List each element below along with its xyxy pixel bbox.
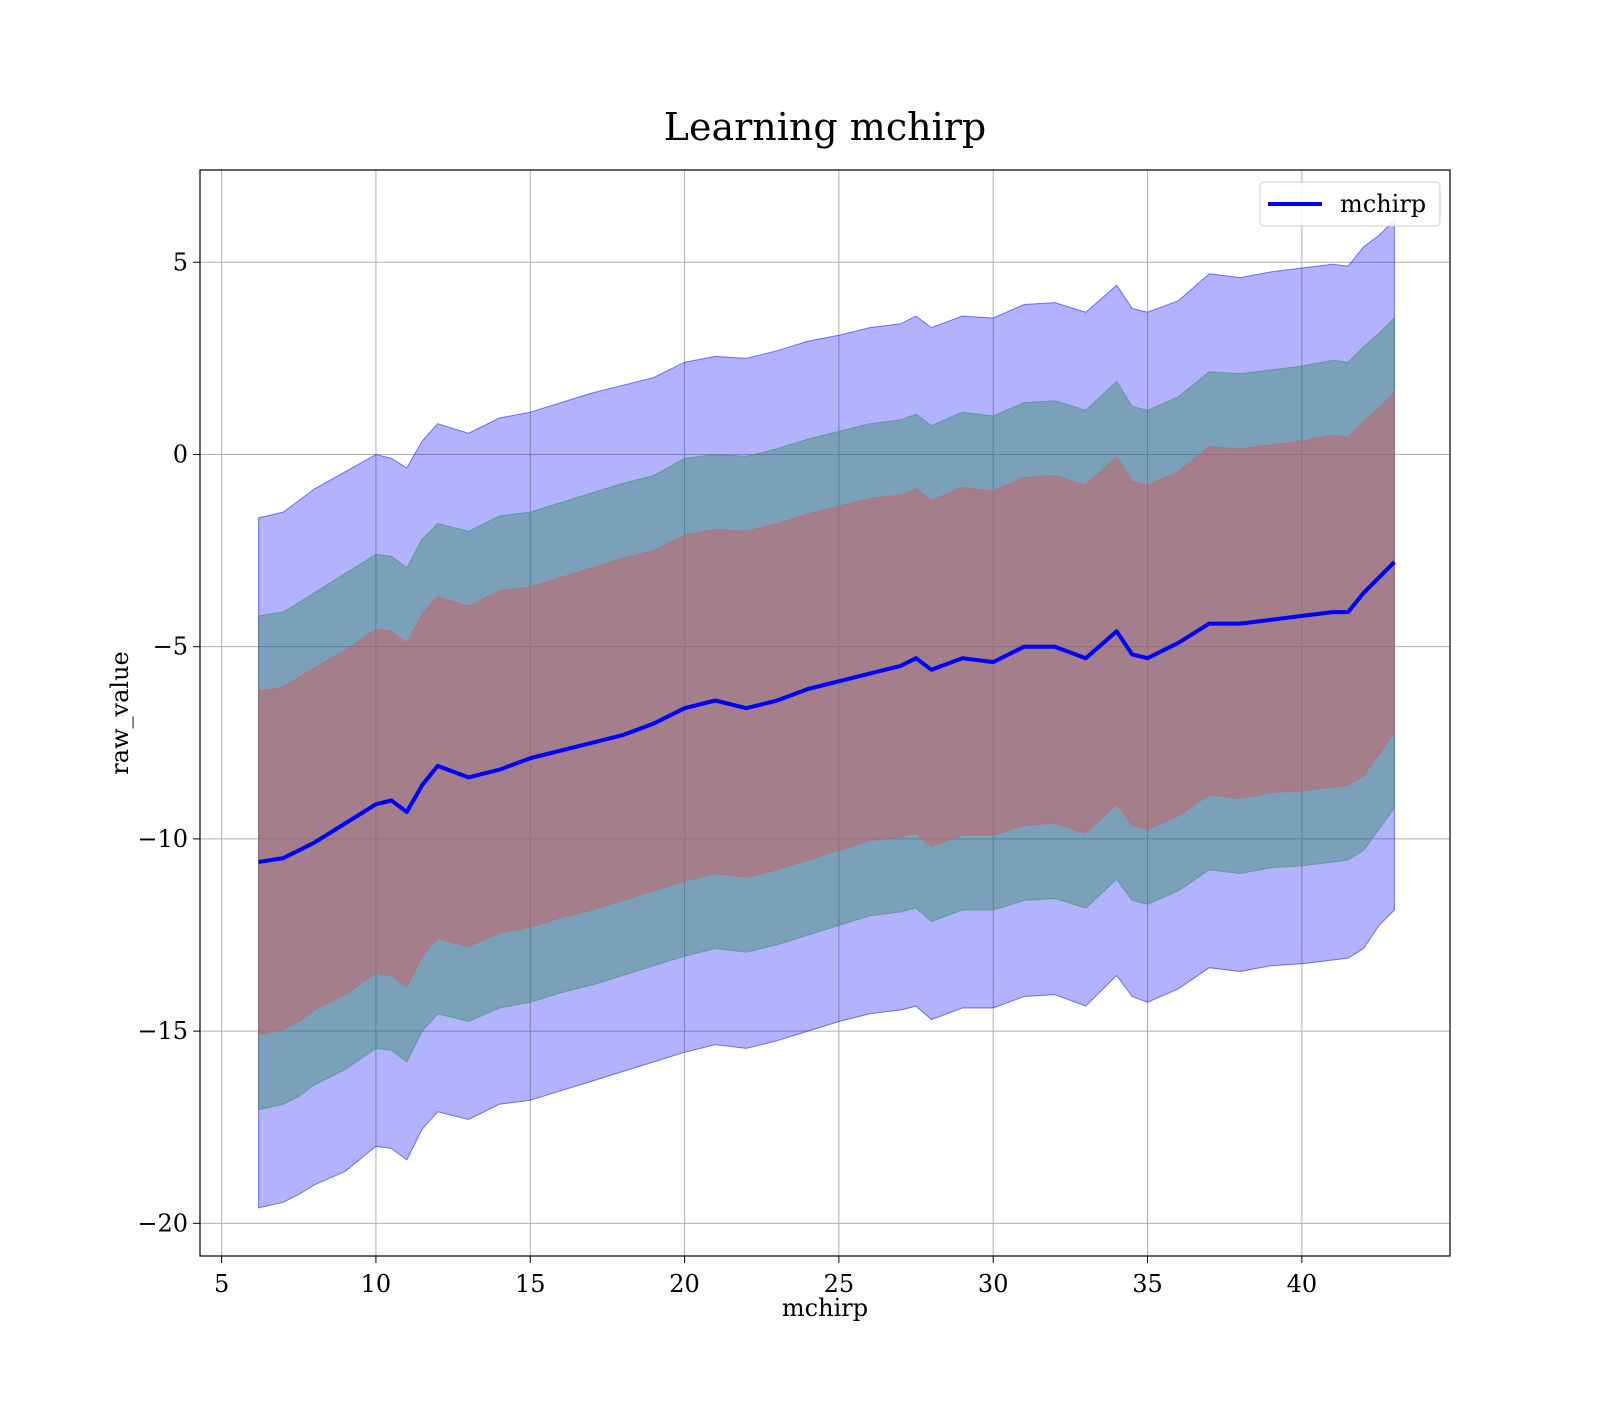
y-tick-label: 5 [173, 248, 188, 276]
y-tick-label: −10 [137, 825, 188, 853]
x-tick-label: 5 [214, 1270, 229, 1298]
x-tick-label: 20 [669, 1270, 700, 1298]
plot-frame [199, 169, 1451, 1257]
legend-box [1259, 181, 1441, 227]
x-tick-label: 35 [1132, 1270, 1163, 1298]
x-axis-label: mchirp [782, 1294, 868, 1322]
axis-ticks: 5 10 15 20 25 30 35 40 5 0 −5 −10 −15 −20 [137, 248, 1317, 1298]
y-axis-label: raw_value [106, 651, 134, 775]
x-tick-label: 15 [515, 1270, 546, 1298]
y-tick-label: −20 [137, 1209, 188, 1237]
y-tick-label: 0 [173, 440, 188, 468]
chart-title: Learning mchirp [664, 105, 986, 149]
x-tick-label: 10 [361, 1270, 392, 1298]
legend: mchirp [1259, 181, 1441, 227]
series-lines [258, 560, 1396, 864]
series-line-mchirp [258, 560, 1396, 864]
band-inner [258, 391, 1395, 1036]
x-tick-label: 40 [1287, 1270, 1318, 1298]
y-tick-label: −5 [153, 633, 188, 661]
legend-label: mchirp [1340, 190, 1426, 218]
x-tick-label: 25 [824, 1270, 855, 1298]
x-tick-label: 30 [978, 1270, 1009, 1298]
confidence-bands [258, 218, 1395, 1209]
y-tick-label: −15 [137, 1017, 188, 1045]
